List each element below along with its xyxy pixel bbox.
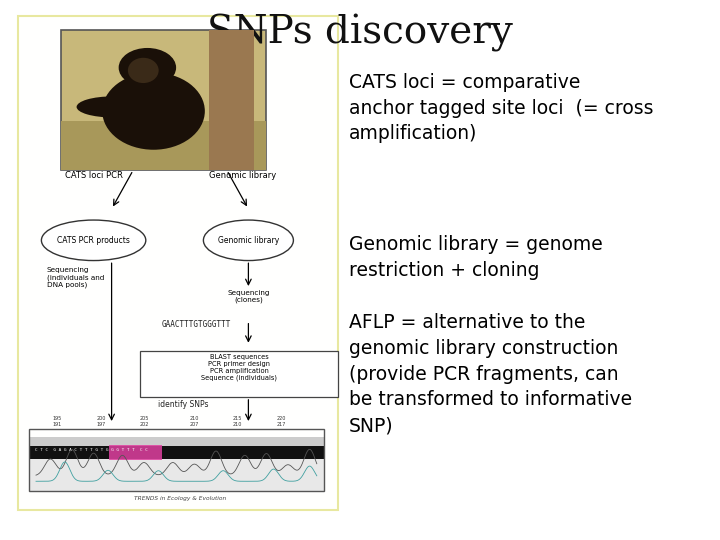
Bar xyxy=(61,121,266,170)
Text: Genomic library = genome
restriction + cloning: Genomic library = genome restriction + c… xyxy=(349,235,603,280)
Text: Genomic library: Genomic library xyxy=(217,236,279,245)
Text: Sequencing
(individuals and
DNA pools): Sequencing (individuals and DNA pools) xyxy=(47,267,104,288)
Text: CATS PCR products: CATS PCR products xyxy=(57,236,130,245)
Bar xyxy=(109,445,161,460)
Ellipse shape xyxy=(128,58,158,83)
Text: 215
210: 215 210 xyxy=(233,416,243,427)
Bar xyxy=(18,16,338,510)
Text: 210
207: 210 207 xyxy=(189,416,199,427)
Text: C T C  G A G A C T T T G T G G G T T T  C C: C T C G A G A C T T T G T G G G T T T C … xyxy=(35,448,148,452)
Ellipse shape xyxy=(119,48,176,87)
Bar xyxy=(209,30,254,170)
Text: 195
191: 195 191 xyxy=(53,416,62,427)
Bar xyxy=(29,429,324,491)
Ellipse shape xyxy=(102,72,204,150)
Text: 200
197: 200 197 xyxy=(96,416,106,427)
Text: BLAST sequences
PCR primer design
PCR amplification
Sequence (individuals): BLAST sequences PCR primer design PCR am… xyxy=(202,354,277,381)
Text: AFLP = alternative to the
genomic library construction
(provide PCR fragments, c: AFLP = alternative to the genomic librar… xyxy=(349,313,632,435)
Text: Sequencing
(clones): Sequencing (clones) xyxy=(227,290,270,303)
Text: CATS loci PCR: CATS loci PCR xyxy=(65,171,122,180)
Ellipse shape xyxy=(76,96,148,117)
Ellipse shape xyxy=(42,220,145,260)
Text: 205
202: 205 202 xyxy=(139,416,149,427)
Text: 220
217: 220 217 xyxy=(276,416,286,427)
Text: TRENDS in Ecology & Evolution: TRENDS in Ecology & Evolution xyxy=(134,496,226,501)
Bar xyxy=(29,446,324,459)
Bar xyxy=(140,351,338,397)
Bar xyxy=(29,437,324,447)
Text: SNPs discovery: SNPs discovery xyxy=(207,14,513,51)
Ellipse shape xyxy=(203,220,294,260)
Text: GAACTTTGTGGGTTT: GAACTTTGTGGGTTT xyxy=(162,320,231,329)
Text: identify SNPs: identify SNPs xyxy=(158,400,209,409)
Bar xyxy=(61,30,266,170)
Bar xyxy=(29,459,324,491)
Text: CATS loci = comparative
anchor tagged site loci  (= cross
amplification): CATS loci = comparative anchor tagged si… xyxy=(349,73,654,144)
Text: Genomic library: Genomic library xyxy=(209,171,276,180)
